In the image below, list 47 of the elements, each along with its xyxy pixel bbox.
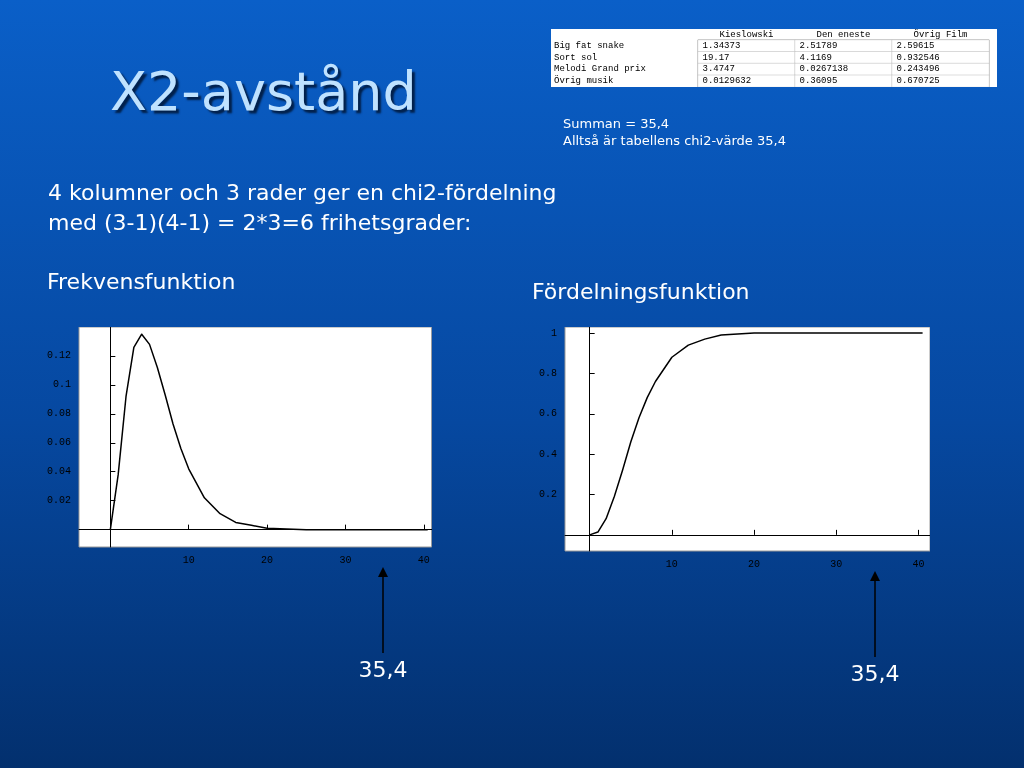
y-tick-label: 0.2 bbox=[538, 489, 557, 500]
data-label: 2.59615 bbox=[896, 40, 935, 51]
y-tick-label: 0.4 bbox=[538, 448, 557, 460]
data-label: 4.1169 bbox=[799, 52, 832, 63]
x-tick-label: 10 bbox=[665, 558, 678, 570]
data-label: 19.17 bbox=[702, 52, 730, 63]
y-tick-label: Big fat snake bbox=[554, 40, 625, 51]
x-tick-label: 40 bbox=[417, 554, 430, 566]
y-tick-label: 0.1 bbox=[52, 379, 71, 391]
x-tick-label: 40 bbox=[912, 558, 925, 570]
data-label: 0.0129632 bbox=[702, 76, 752, 87]
x-tick-label: 10 bbox=[182, 554, 195, 566]
y-tick-label: 0.08 bbox=[46, 408, 71, 420]
text: Summan = 35,4 bbox=[563, 116, 670, 131]
y-tick-label: 0.04 bbox=[46, 466, 71, 478]
text: X2-avstånd bbox=[110, 60, 417, 123]
chart-title: Frekvensfunktion bbox=[47, 269, 236, 294]
y-tick-label: 0.02 bbox=[46, 495, 71, 507]
chart-title: Fördelningsfunktion bbox=[532, 279, 750, 304]
data-label: 3.4747 bbox=[702, 64, 735, 75]
y-tick-label: 0.12 bbox=[46, 350, 71, 362]
y-tick-label: Melodi Grand prix bbox=[554, 64, 646, 75]
y-tick-label: Sort sol bbox=[554, 52, 598, 63]
data-label: 1.34373 bbox=[702, 40, 741, 51]
x-tick-label: 20 bbox=[261, 554, 274, 566]
y-tick-label: 0.06 bbox=[46, 437, 71, 449]
x-tick-label: 20 bbox=[748, 558, 761, 570]
data-label: 0.243496 bbox=[896, 64, 940, 75]
x-tick-label: 30 bbox=[339, 554, 352, 566]
y-tick-label: Övrig musik bbox=[554, 75, 614, 87]
data-label: 0.0267138 bbox=[799, 64, 849, 75]
text: 35,4 bbox=[850, 661, 900, 686]
text: med (3-1)(4-1) = 2*3=6 frihetsgrader: bbox=[48, 210, 472, 235]
x-tick-label: Den eneste bbox=[816, 29, 871, 40]
x-tick-label: 30 bbox=[830, 558, 843, 570]
data-label: 2.51789 bbox=[799, 40, 838, 51]
x-tick-label: Kieslowski bbox=[719, 29, 774, 40]
y-tick-label: 0.6 bbox=[538, 408, 557, 420]
text: 35,4 bbox=[358, 657, 408, 682]
text: 4 kolumner och 3 rader ger en chi2-fördelning bbox=[48, 180, 557, 205]
y-tick-label: 1 bbox=[550, 327, 557, 339]
text: Alltså är tabellens chi2-värde 35,4 bbox=[563, 133, 786, 148]
x-tick-label: Övrig Film bbox=[913, 28, 968, 40]
y-tick-label: 0.8 bbox=[538, 367, 557, 379]
data-label: 0.36095 bbox=[799, 76, 838, 87]
data-label: 0.932546 bbox=[896, 52, 940, 63]
data-label: 0.670725 bbox=[896, 76, 940, 87]
